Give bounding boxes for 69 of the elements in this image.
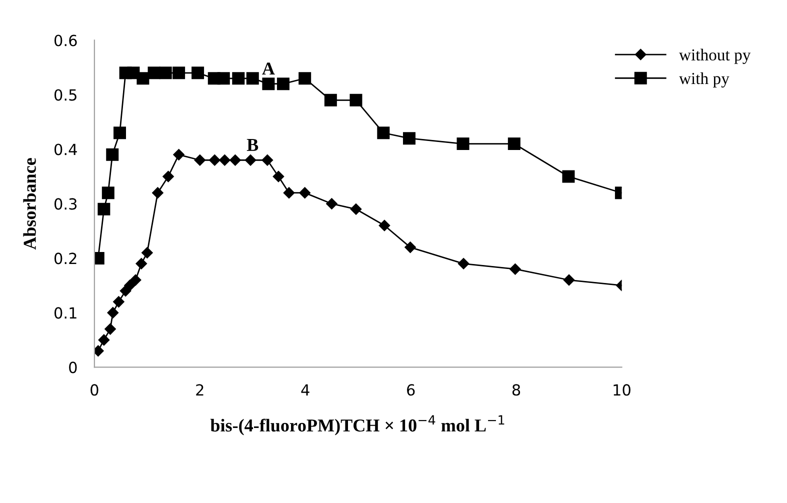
x-tick-label: 4 bbox=[301, 384, 310, 396]
point bbox=[563, 274, 575, 286]
point bbox=[98, 202, 110, 216]
y-tick-label: 0.6 bbox=[54, 34, 77, 46]
x-tick-label: 8 bbox=[512, 384, 520, 396]
y-tick-label: 0.3 bbox=[54, 198, 77, 210]
point bbox=[148, 66, 160, 80]
x-tick-label: 2 bbox=[196, 384, 204, 396]
point bbox=[194, 154, 206, 166]
point bbox=[324, 94, 337, 106]
point bbox=[262, 154, 273, 166]
point bbox=[326, 198, 338, 210]
point bbox=[173, 149, 184, 160]
point bbox=[102, 186, 114, 200]
x-tick-label: 10 bbox=[614, 384, 630, 396]
annotation: B bbox=[246, 139, 258, 151]
annotation: A bbox=[262, 62, 275, 75]
point bbox=[350, 204, 362, 215]
point bbox=[104, 323, 116, 335]
point bbox=[162, 170, 174, 182]
point bbox=[458, 258, 470, 270]
point bbox=[456, 138, 470, 150]
point bbox=[219, 154, 230, 166]
point bbox=[107, 307, 118, 318]
point bbox=[378, 220, 390, 232]
point bbox=[402, 132, 416, 145]
point bbox=[159, 66, 172, 80]
point bbox=[232, 72, 245, 85]
point bbox=[298, 72, 312, 85]
point bbox=[262, 78, 275, 90]
point bbox=[209, 154, 220, 166]
point bbox=[246, 72, 259, 85]
x-axis-title: bis-(4-fluoroPM)TCH × 10$^{−4}$ mol L$^{−1}$ bbox=[210, 415, 504, 436]
point bbox=[217, 72, 230, 85]
point bbox=[136, 258, 147, 270]
point bbox=[130, 274, 142, 286]
point bbox=[106, 148, 119, 161]
y-tick-label: 0.4 bbox=[54, 144, 77, 156]
point bbox=[94, 345, 104, 356]
point bbox=[244, 154, 256, 166]
point bbox=[172, 66, 186, 80]
point bbox=[114, 126, 126, 140]
point bbox=[350, 94, 362, 106]
point bbox=[124, 280, 136, 292]
point bbox=[272, 170, 284, 182]
point bbox=[510, 264, 521, 275]
point bbox=[377, 126, 390, 140]
point bbox=[142, 247, 153, 258]
point bbox=[192, 66, 204, 80]
y-tick-label: 0.2 bbox=[54, 252, 76, 264]
point bbox=[98, 334, 110, 346]
x-tick-label: 0 bbox=[90, 384, 98, 396]
legend-label: without py bbox=[678, 48, 751, 64]
point bbox=[152, 187, 164, 198]
point bbox=[508, 138, 520, 150]
x-tick-label: 6 bbox=[407, 384, 415, 396]
point bbox=[113, 296, 124, 308]
y-tick-label: 0.5 bbox=[54, 89, 76, 101]
y-tick-label: 0.1 bbox=[54, 307, 76, 319]
point bbox=[136, 72, 150, 85]
point bbox=[283, 187, 295, 198]
y-axis-title: Absorbance bbox=[23, 158, 36, 250]
point bbox=[230, 154, 241, 166]
y-tick-label: 0 bbox=[69, 362, 77, 374]
point bbox=[299, 187, 310, 198]
point bbox=[276, 78, 290, 90]
legend-label: with py bbox=[678, 72, 730, 88]
point bbox=[562, 170, 575, 183]
point bbox=[404, 242, 416, 253]
